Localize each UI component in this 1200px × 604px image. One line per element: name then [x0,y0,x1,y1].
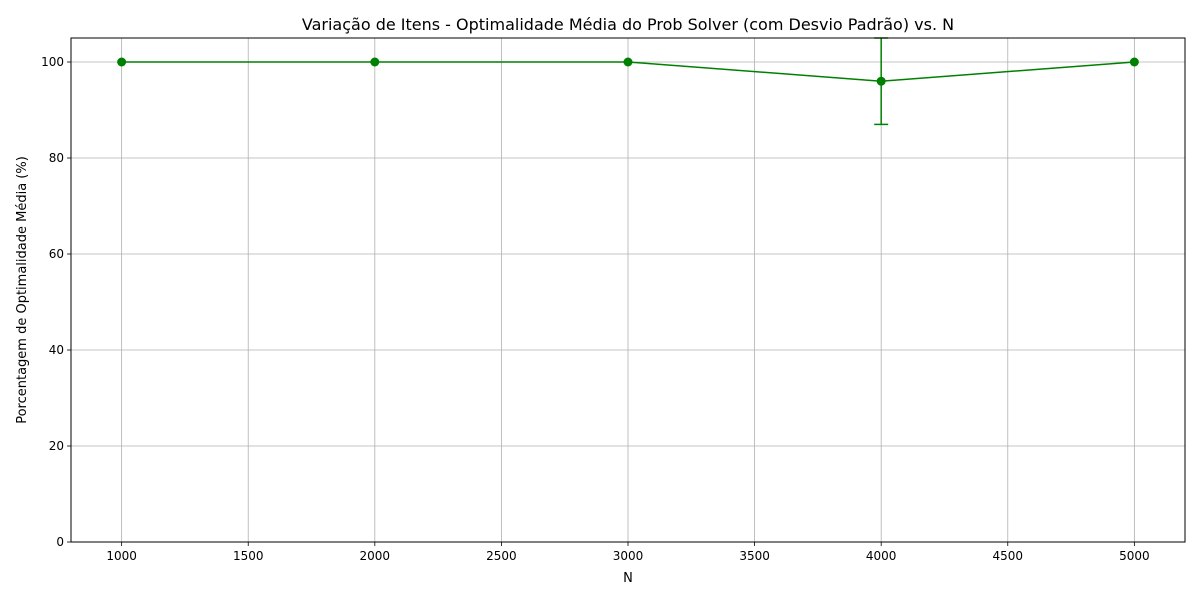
y-tick-label: 20 [49,439,64,453]
data-point [1129,57,1139,67]
x-axis-label: N [623,571,633,586]
x-axis-ticks: 1000 1500 2000 2500 3000 3500 4000 4500 5000 [106,542,1150,563]
data-point [117,57,127,67]
series-group [117,57,1139,86]
y-tick-label: 80 [49,151,64,165]
x-tick-label: 1500 [233,549,264,563]
y-tick-label: 60 [49,247,64,261]
x-tick-label: 3500 [739,549,770,563]
x-tick-label: 5000 [1119,549,1150,563]
data-point [623,57,633,67]
x-tick-label: 2500 [486,549,517,563]
x-tick-label: 4000 [866,549,897,563]
x-tick-label: 3000 [613,549,644,563]
y-tick-label: 40 [49,343,64,357]
y-axis-label: Porcentagem de Optimalidade Média (%) [15,156,30,424]
y-tick-label: 0 [56,535,64,549]
x-tick-label: 4500 [992,549,1023,563]
data-point [370,57,380,67]
y-tick-label: 100 [41,55,64,69]
y-axis-ticks: 0 20 40 60 80 100 [41,55,71,549]
grid-lines [71,38,1185,543]
chart-title: Variação de Itens - Optimalidade Média d… [302,15,954,34]
x-tick-label: 2000 [360,549,391,563]
x-tick-label: 1000 [106,549,137,563]
data-point [876,76,886,86]
